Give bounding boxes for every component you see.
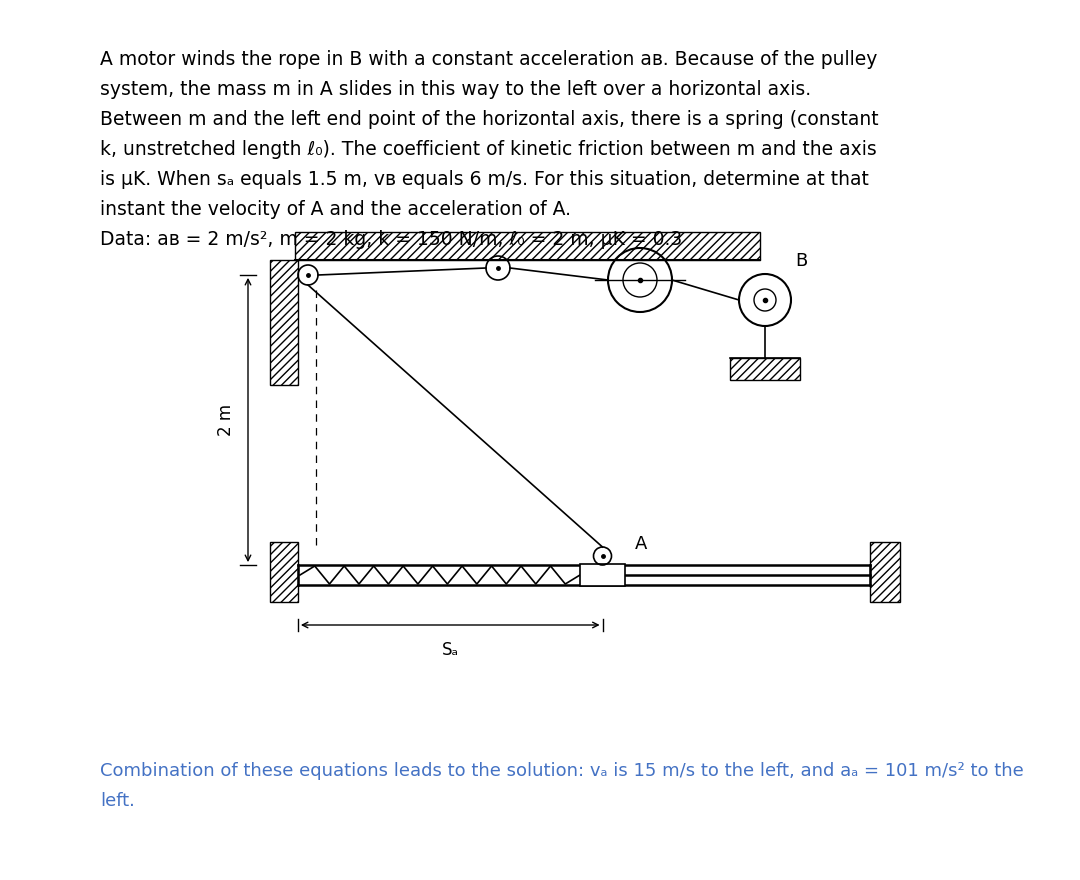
Text: B: B	[795, 252, 807, 270]
Text: k, unstretched length ℓ₀). The coefficient of kinetic friction between m and the: k, unstretched length ℓ₀). The coefficie…	[100, 140, 877, 159]
Bar	[295, 232, 760, 260]
Text: Sₐ: Sₐ	[442, 641, 459, 659]
Text: Data: aʙ = 2 m/s², m = 2 kg, k = 150 N/m, ℓ₀ = 2 m, μK = 0.3: Data: aʙ = 2 m/s², m = 2 kg, k = 150 N/m…	[100, 230, 683, 249]
Bar	[270, 542, 298, 602]
Text: system, the mass m in A slides in this way to the left over a horizontal axis.: system, the mass m in A slides in this w…	[100, 80, 811, 99]
Bar	[870, 542, 900, 602]
Text: instant the velocity of A and the acceleration of A.: instant the velocity of A and the accele…	[100, 200, 571, 219]
Text: is μK. When sₐ equals 1.5 m, vʙ equals 6 m/s. For this situation, determine at t: is μK. When sₐ equals 1.5 m, vʙ equals 6…	[100, 170, 869, 189]
Text: left.: left.	[100, 792, 135, 810]
Text: 2 m: 2 m	[217, 404, 235, 436]
Text: Between m and the left end point of the horizontal axis, there is a spring (cons: Between m and the left end point of the …	[100, 110, 879, 129]
Bar	[730, 358, 800, 380]
Text: Combination of these equations leads to the solution: vₐ is 15 m/s to the left, : Combination of these equations leads to …	[100, 762, 1024, 780]
Bar	[580, 564, 625, 586]
Bar	[270, 260, 298, 385]
Text: A: A	[635, 535, 647, 553]
Text: A motor winds the rope in B with a constant acceleration aʙ. Because of the pull: A motor winds the rope in B with a const…	[100, 50, 877, 69]
